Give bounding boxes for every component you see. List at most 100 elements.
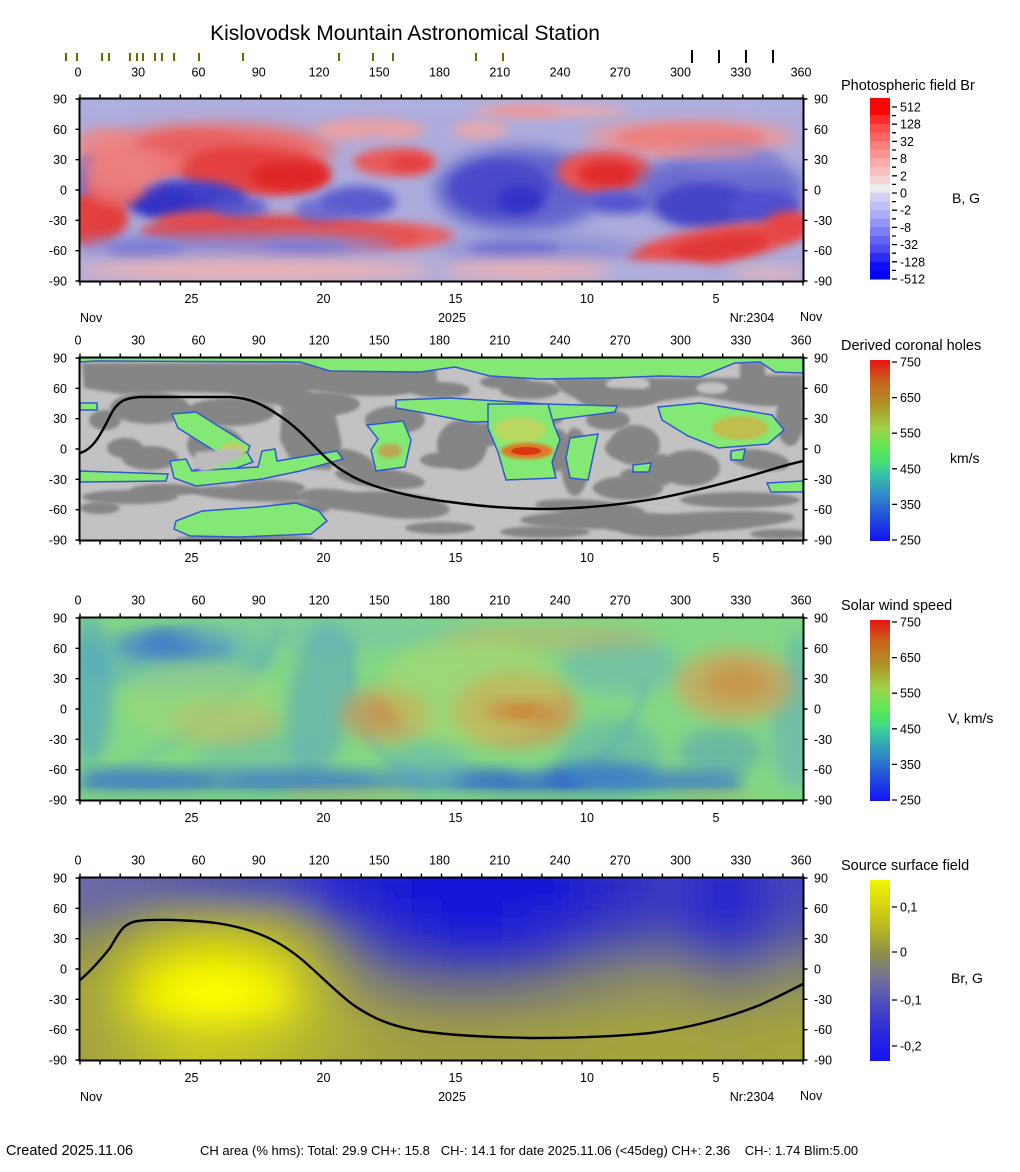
svg-text:8: 8 bbox=[900, 152, 907, 166]
svg-text:90: 90 bbox=[252, 594, 266, 608]
svg-text:Derived coronal holes: Derived coronal holes bbox=[841, 338, 981, 354]
svg-text:-30: -30 bbox=[49, 473, 67, 487]
svg-text:150: 150 bbox=[369, 594, 390, 608]
svg-text:300: 300 bbox=[670, 854, 691, 868]
svg-text:330: 330 bbox=[730, 334, 751, 348]
svg-text:360: 360 bbox=[791, 854, 812, 868]
svg-text:Source surface field: Source surface field bbox=[841, 858, 969, 874]
svg-text:0: 0 bbox=[814, 184, 821, 198]
svg-text:-30: -30 bbox=[814, 214, 832, 228]
svg-text:60: 60 bbox=[53, 902, 67, 916]
svg-text:0: 0 bbox=[75, 594, 82, 608]
svg-text:5: 5 bbox=[713, 292, 720, 306]
svg-text:90: 90 bbox=[53, 93, 67, 107]
svg-text:30: 30 bbox=[53, 153, 67, 167]
svg-text:240: 240 bbox=[550, 594, 571, 608]
svg-text:-90: -90 bbox=[49, 534, 67, 548]
svg-text:30: 30 bbox=[814, 412, 828, 426]
svg-text:20: 20 bbox=[317, 551, 331, 565]
svg-text:270: 270 bbox=[610, 594, 631, 608]
svg-text:0: 0 bbox=[900, 187, 907, 201]
svg-text:25: 25 bbox=[185, 292, 199, 306]
svg-text:210: 210 bbox=[489, 854, 510, 868]
svg-text:650: 650 bbox=[900, 391, 921, 405]
svg-text:550: 550 bbox=[900, 427, 921, 441]
svg-text:450: 450 bbox=[900, 462, 921, 476]
svg-text:Nov: Nov bbox=[800, 1089, 823, 1103]
svg-text:Created 2025.11.06: Created 2025.11.06 bbox=[6, 1143, 133, 1159]
svg-text:Nr:2304: Nr:2304 bbox=[730, 1090, 775, 1104]
svg-text:270: 270 bbox=[610, 334, 631, 348]
svg-text:0: 0 bbox=[814, 703, 821, 717]
svg-text:90: 90 bbox=[814, 872, 828, 886]
svg-text:0: 0 bbox=[75, 66, 82, 80]
svg-text:60: 60 bbox=[53, 382, 67, 396]
svg-text:0: 0 bbox=[60, 443, 67, 457]
svg-text:750: 750 bbox=[900, 616, 921, 630]
svg-text:90: 90 bbox=[53, 612, 67, 626]
svg-text:30: 30 bbox=[131, 66, 145, 80]
svg-text:-8: -8 bbox=[900, 221, 911, 235]
svg-text:15: 15 bbox=[449, 292, 463, 306]
svg-text:250: 250 bbox=[900, 794, 921, 808]
svg-text:-90: -90 bbox=[49, 275, 67, 289]
svg-text:150: 150 bbox=[369, 854, 390, 868]
svg-text:0: 0 bbox=[900, 946, 907, 960]
svg-text:330: 330 bbox=[730, 66, 751, 80]
svg-text:512: 512 bbox=[900, 101, 921, 115]
svg-text:90: 90 bbox=[252, 334, 266, 348]
svg-text:30: 30 bbox=[814, 932, 828, 946]
svg-text:30: 30 bbox=[131, 594, 145, 608]
svg-text:60: 60 bbox=[53, 642, 67, 656]
svg-text:270: 270 bbox=[610, 854, 631, 868]
svg-text:Nov: Nov bbox=[80, 311, 103, 325]
svg-text:360: 360 bbox=[791, 594, 812, 608]
svg-text:550: 550 bbox=[900, 687, 921, 701]
svg-text:Photospheric field Br: Photospheric field Br bbox=[841, 78, 975, 94]
svg-text:-32: -32 bbox=[900, 238, 918, 252]
svg-text:60: 60 bbox=[53, 123, 67, 137]
svg-text:330: 330 bbox=[730, 854, 751, 868]
svg-text:60: 60 bbox=[814, 123, 828, 137]
svg-text:60: 60 bbox=[192, 66, 206, 80]
svg-text:-90: -90 bbox=[49, 1054, 67, 1068]
svg-text:-60: -60 bbox=[814, 244, 832, 258]
svg-text:B, G: B, G bbox=[952, 190, 980, 206]
svg-text:-60: -60 bbox=[49, 503, 67, 517]
svg-text:30: 30 bbox=[53, 412, 67, 426]
svg-text:240: 240 bbox=[550, 334, 571, 348]
svg-text:-30: -30 bbox=[814, 733, 832, 747]
svg-text:150: 150 bbox=[369, 334, 390, 348]
svg-text:0: 0 bbox=[814, 963, 821, 977]
svg-text:210: 210 bbox=[489, 66, 510, 80]
svg-text:10: 10 bbox=[580, 551, 594, 565]
svg-text:360: 360 bbox=[791, 334, 812, 348]
svg-text:Kislovodsk Mountain Astronomic: Kislovodsk Mountain Astronomical Station bbox=[210, 22, 600, 45]
svg-text:30: 30 bbox=[814, 153, 828, 167]
svg-text:90: 90 bbox=[814, 352, 828, 366]
svg-text:15: 15 bbox=[449, 811, 463, 825]
svg-text:-60: -60 bbox=[49, 763, 67, 777]
svg-text:0: 0 bbox=[75, 854, 82, 868]
svg-text:-30: -30 bbox=[814, 473, 832, 487]
svg-text:180: 180 bbox=[429, 594, 450, 608]
svg-text:-90: -90 bbox=[814, 534, 832, 548]
svg-text:2025: 2025 bbox=[438, 311, 466, 325]
svg-text:30: 30 bbox=[53, 932, 67, 946]
svg-text:0: 0 bbox=[60, 184, 67, 198]
svg-text:330: 330 bbox=[730, 594, 751, 608]
svg-text:180: 180 bbox=[429, 66, 450, 80]
svg-text:150: 150 bbox=[369, 66, 390, 80]
svg-text:0: 0 bbox=[75, 334, 82, 348]
svg-text:0,1: 0,1 bbox=[900, 901, 917, 915]
svg-text:2025: 2025 bbox=[438, 1090, 466, 1104]
svg-text:350: 350 bbox=[900, 498, 921, 512]
svg-text:250: 250 bbox=[900, 534, 921, 548]
svg-text:25: 25 bbox=[185, 551, 199, 565]
svg-text:270: 270 bbox=[610, 66, 631, 80]
svg-text:10: 10 bbox=[580, 1071, 594, 1085]
svg-text:15: 15 bbox=[449, 1071, 463, 1085]
svg-text:V, km/s: V, km/s bbox=[948, 710, 993, 726]
svg-text:60: 60 bbox=[192, 854, 206, 868]
svg-text:-30: -30 bbox=[49, 214, 67, 228]
